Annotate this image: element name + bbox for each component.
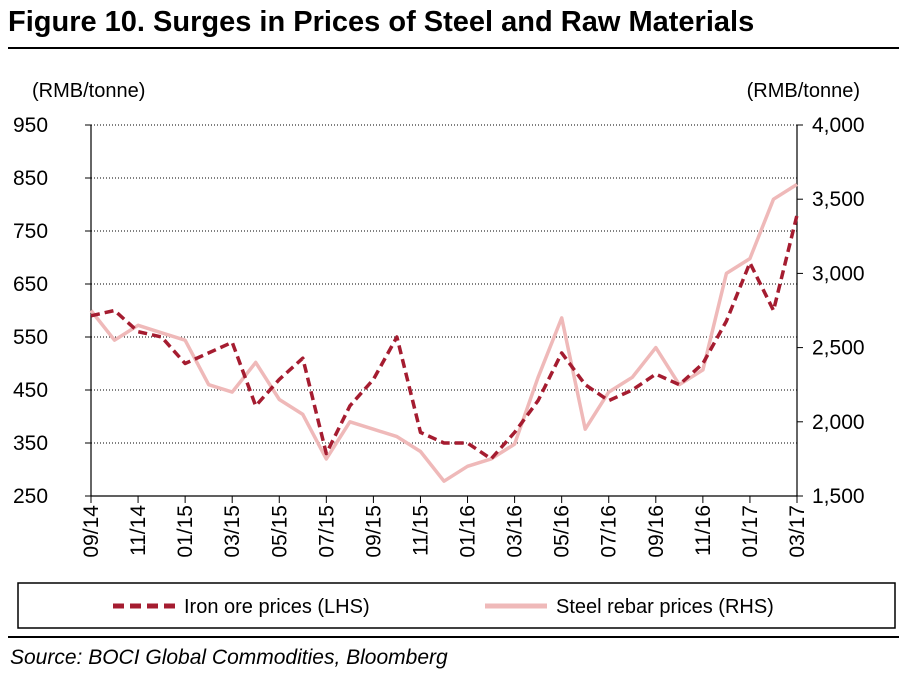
figure-title: Figure 10. Surges in Prices of Steel and… [8, 6, 755, 38]
source-note: Source: BOCI Global Commodities, Bloombe… [10, 646, 448, 669]
x-tick-label: 01/16 [457, 505, 480, 558]
x-tick-label: 05/15 [268, 505, 291, 558]
right-axis-unit: (RMB/tonne) [747, 80, 860, 102]
left-tick-label: 950 [13, 114, 48, 137]
dual-axis-line-chart: 950 850 750 650 550 450 350 250 4,000 3,500 3,000 2… [13, 80, 896, 629]
x-tick-label: 01/17 [739, 505, 762, 558]
left-tick-label: 650 [13, 273, 48, 296]
left-tick-label: 850 [13, 167, 48, 190]
x-tick-label: 05/16 [551, 505, 574, 558]
x-tick-label: 11/14 [127, 505, 150, 556]
right-tick-label: 3,000 [812, 262, 865, 285]
footer-rule [8, 636, 899, 638]
x-tick-label: 03/17 [786, 505, 809, 558]
legend-rebar-label: Steel rebar prices (RHS) [556, 596, 774, 618]
x-tick-label: 07/15 [315, 505, 338, 558]
left-tick-label: 550 [13, 326, 48, 349]
title-rule [8, 47, 899, 49]
legend: Iron ore prices (LHS) Steel rebar prices… [17, 582, 896, 629]
left-tick-label: 250 [13, 485, 48, 508]
x-tick-label: 09/14 [80, 505, 103, 558]
x-tick-label: 07/16 [598, 505, 621, 558]
legend-box [17, 582, 896, 629]
left-tick-label: 350 [13, 432, 48, 455]
series-steel-rebar-line [89, 182, 798, 483]
x-tick-label: 03/15 [221, 505, 244, 558]
right-tick-label: 2,500 [812, 337, 865, 360]
right-tick-label: 1,500 [812, 485, 865, 508]
x-tick-label: 11/15 [409, 505, 432, 556]
right-tick-label: 3,500 [812, 188, 865, 211]
x-tick-label: 03/16 [504, 505, 527, 558]
series-layer [89, 182, 799, 483]
axes: 950 850 750 650 550 450 350 250 4,000 3,500 3,000 2… [13, 114, 865, 558]
grid-lines [91, 124, 797, 444]
right-tick-label: 4,000 [812, 114, 865, 137]
x-tick-label: 09/15 [362, 505, 385, 558]
x-tick-label: 11/16 [692, 505, 715, 556]
x-tick-label: 01/15 [174, 505, 197, 558]
left-tick-label: 450 [13, 379, 48, 402]
right-tick-label: 2,000 [812, 411, 865, 434]
x-tick-label: 09/16 [645, 505, 668, 558]
left-tick-label: 750 [13, 220, 48, 243]
left-axis-unit: (RMB/tonne) [32, 80, 145, 102]
legend-iron-ore-label: Iron ore prices (LHS) [184, 596, 370, 618]
